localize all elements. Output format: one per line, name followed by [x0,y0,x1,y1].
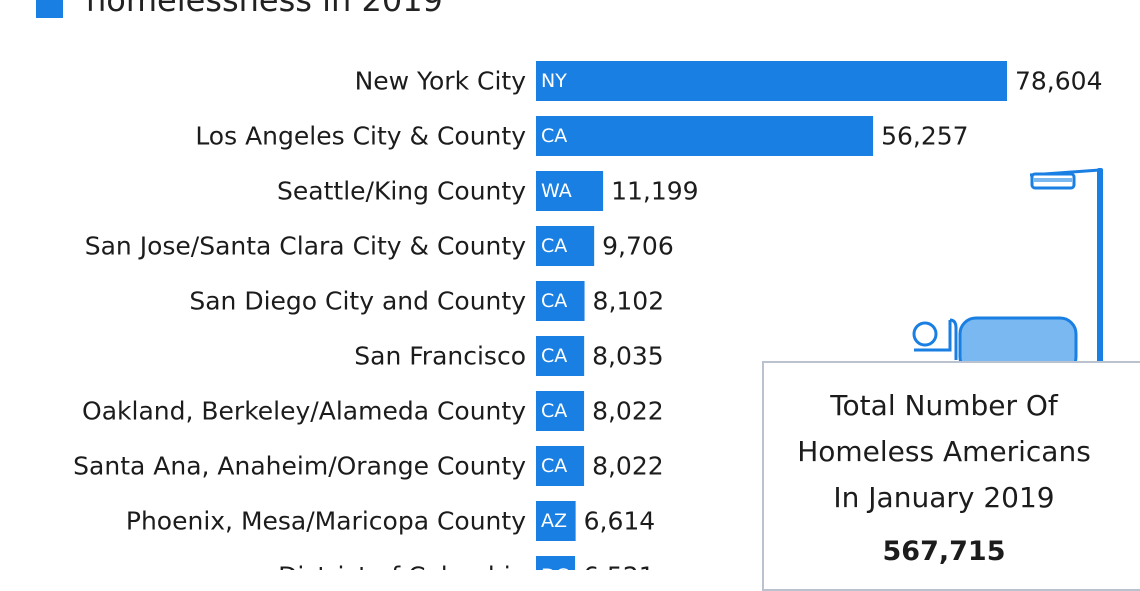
person-sleeping-on-bench-under-streetlight-icon [912,168,1103,370]
category-label: San Francisco [354,342,526,371]
total-heading: Total Number Of Homeless Americans In Ja… [764,383,1124,521]
state-label: CA [541,235,567,257]
legend-swatch [36,0,63,18]
bar [536,501,576,541]
category-label: District of Columbia [278,562,526,571]
category-label: San Diego City and County [189,287,526,316]
state-label: CA [541,400,567,422]
state-label: CA [541,125,567,147]
total-heading-line-3: In January 2019 [833,481,1055,514]
bar [536,281,585,321]
state-label: CA [541,290,567,312]
value-label: 8,022 [592,397,664,426]
state-label: DC [541,565,569,570]
value-label: 9,706 [602,232,674,261]
total-value: 567,715 [882,536,1006,567]
value-label: 6,521 [583,562,655,571]
value-label: 78,604 [1015,67,1102,96]
category-label: Phoenix, Mesa/Maricopa County [126,507,526,536]
value-label: 8,022 [592,452,664,481]
value-label: 8,035 [592,342,664,371]
bar-chart: New York City NY 78,604 Los Angeles City & … [73,61,1102,571]
chart-title: homelessness in 2019 [86,0,443,19]
bar [536,116,874,156]
value-label: 56,257 [881,122,968,151]
state-label: AZ [541,510,567,532]
state-label: NY [541,70,567,92]
category-label: New York City [355,67,527,96]
value-label: 11,199 [611,177,698,206]
category-label: Santa Ana, Anaheim/Orange County [73,452,526,481]
bar [536,226,595,266]
bar [536,336,585,376]
state-label: CA [541,455,567,477]
total-heading-line-1: Total Number Of [830,389,1058,422]
category-label: San Jose/Santa Clara City & County [85,232,526,261]
bar [536,391,585,431]
state-label: WA [541,180,572,202]
category-label: Seattle/King County [277,177,526,206]
value-label: 8,102 [593,287,665,316]
total-homeless-box: Total Number Of Homeless Americans In Ja… [762,361,1140,591]
category-label: Los Angeles City & County [195,122,526,151]
bar [536,556,576,570]
bar [536,446,585,486]
bar [536,171,604,211]
total-heading-line-2: Homeless Americans [797,435,1091,468]
state-label: CA [541,345,567,367]
category-label: Oakland, Berkeley/Alameda County [82,397,526,426]
value-label: 6,614 [584,507,656,536]
bar [536,61,1007,101]
